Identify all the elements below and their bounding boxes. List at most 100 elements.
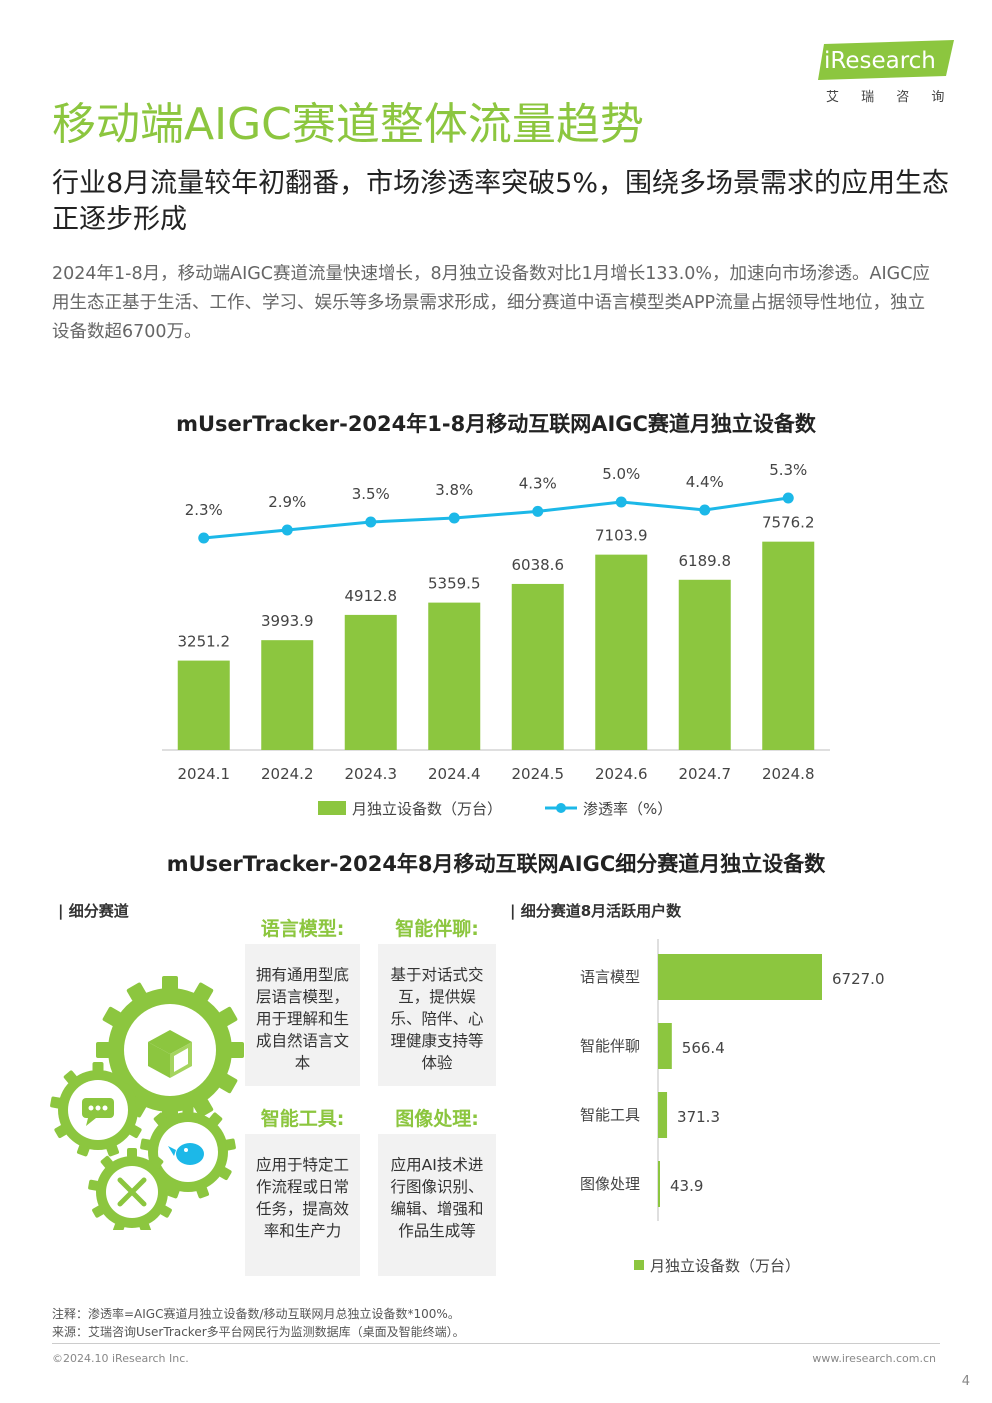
bar-value-label: 3251.2: [178, 633, 231, 651]
gear-tooth: [134, 1096, 146, 1109]
line-value-label: 3.5%: [352, 485, 390, 503]
chart2-title: mUserTracker-2024年8月移动互联网AIGC细分赛道月独立设备数: [166, 852, 826, 876]
line-value-label: 4.4%: [686, 473, 724, 491]
legend-swatch-line: [556, 803, 566, 813]
gear-tooth: [92, 1062, 104, 1072]
page-title: 移动端AIGC赛道整体流量趋势: [52, 99, 644, 150]
gear-tooth: [63, 1070, 77, 1084]
hbar: [658, 1023, 672, 1069]
gear-tooth: [106, 1144, 120, 1157]
bar: [678, 579, 731, 750]
segment-devices-chart: 语言模型 6727.0 智能伴聊 566.4 智能工具 371.3 图像处理 43.9 月独立设…: [580, 939, 885, 1275]
segment-tools-desc: 应用于特定工作流程或日常任务，提高效率和生产力: [245, 1134, 360, 1276]
logo-text: iResearch: [824, 48, 936, 74]
gear-tooth: [230, 1042, 244, 1058]
x-tick-label: 2024.7: [679, 765, 732, 783]
hbar-value-label: 6727.0: [832, 970, 885, 988]
monthly-devices-chart: 3251.2 2024.1 3993.9 2024.2 4912.8 2024.3 5359…: [162, 461, 830, 818]
gear-tooth: [102, 1006, 122, 1027]
gear-tooth: [127, 1148, 137, 1158]
segment-image-desc: 应用AI技术进行图像识别、编辑、增强和作品生成等: [378, 1134, 496, 1276]
bar2-label: | 细分赛道8月活跃用户数: [510, 902, 682, 920]
bar: [261, 640, 314, 750]
line-point: [448, 512, 460, 524]
hbar-value-label: 371.3: [677, 1108, 720, 1126]
legend-swatch-bar: [318, 801, 346, 815]
gear-tooth: [100, 1155, 114, 1169]
footer-copyright: ©2024.10 iResearch Inc.: [52, 1352, 189, 1365]
gear-tooth: [224, 1138, 236, 1151]
line-point: [532, 505, 544, 517]
x-tick-label: 2024.4: [428, 765, 481, 783]
x-tick-label: 2024.2: [261, 765, 314, 783]
footer-divider: [52, 1343, 940, 1344]
bar-value-label: 5359.5: [428, 575, 481, 593]
y-tick-label: 图像处理: [580, 1175, 640, 1193]
hbar-value-label: 43.9: [670, 1177, 703, 1195]
line-point: [198, 532, 210, 544]
segment-language-desc: 拥有通用型底层语言模型，用于理解和生成自然语言文本: [245, 944, 360, 1086]
hbar: [658, 1161, 660, 1207]
cube-icon: [148, 1030, 192, 1078]
penetration-line: [203, 496, 789, 540]
gear-tooth: [150, 1155, 164, 1169]
x-tick-label: 2024.8: [762, 765, 815, 783]
x-tick-label: 2024.3: [345, 765, 398, 783]
gears-graphic: [50, 976, 244, 1230]
bar-value-label: 7103.9: [595, 527, 648, 545]
segments-label: | 细分赛道: [58, 902, 129, 920]
gear-tooth: [196, 1186, 210, 1199]
gear-tooth: [193, 1098, 214, 1118]
gear-tooth: [54, 1124, 68, 1139]
x-tick-label: 2024.6: [595, 765, 648, 783]
iresearch-logo: iResearch: [818, 40, 954, 80]
line-value-label: 2.3%: [185, 501, 223, 519]
gear-tooth: [126, 982, 147, 1002]
line-value-label: 5.0%: [602, 465, 640, 483]
gear-tooth: [164, 1179, 176, 1191]
line-point: [281, 524, 293, 536]
gear-tooth: [218, 1073, 238, 1094]
line-value-label: 2.9%: [268, 493, 306, 511]
bar-value-label: 3993.9: [261, 612, 314, 630]
gear-tooth: [193, 982, 214, 1002]
legend-label: 月独立设备数（万台）: [650, 1257, 800, 1275]
chat-icon: [82, 1098, 114, 1126]
gear-tooth: [182, 1104, 194, 1114]
page-subtitle: 行业8月流量较年初翻番，市场渗透率突破5%，围绕多场景需求的应用生态正逐步形成: [52, 168, 950, 235]
line-point: [615, 496, 627, 508]
legend-swatch: [634, 1260, 644, 1270]
gear-tooth: [128, 1124, 142, 1139]
gear-tooth: [218, 1006, 238, 1027]
gear-tooth: [139, 1222, 152, 1230]
line-value-label: 3.8%: [435, 481, 473, 499]
segment-image-title: 图像处理:: [395, 1108, 479, 1130]
bar-value-label: 4912.8: [345, 587, 398, 605]
page-number: 4: [961, 1374, 970, 1389]
gear-tooth: [162, 976, 178, 990]
legend-label-bar: 月独立设备数（万台）: [352, 800, 502, 818]
bar-value-label: 6189.8: [679, 552, 732, 570]
page-intro: 2024年1-8月，移动端AIGC赛道流量快速增长，8月独立设备数对比1月增长1…: [52, 264, 930, 342]
gear-tooth: [140, 1138, 152, 1151]
gear-tooth: [119, 1070, 133, 1084]
line-point: [365, 516, 377, 528]
legend-label-line: 渗透率（%）: [583, 800, 672, 818]
tools-icon: [117, 1177, 147, 1207]
gear-tooth: [88, 1179, 100, 1191]
line-value-label: 4.3%: [519, 474, 557, 492]
gear-small-right: [140, 1104, 236, 1199]
segment-companion-desc: 基于对话式交互，提供娱乐、陪伴、心理健康支持等体验: [378, 944, 496, 1086]
gear-small-left: [50, 1062, 146, 1157]
gear-tooth: [50, 1096, 62, 1109]
bar: [511, 583, 564, 750]
logo-subtitle: 艾 瑞 咨 询: [826, 90, 954, 105]
gear-tooth: [209, 1112, 223, 1126]
gear-tooth: [112, 1222, 125, 1230]
gear-tooth: [92, 1205, 105, 1218]
bird-icon: [168, 1143, 204, 1165]
line-point: [699, 504, 711, 516]
note-text: 注释：渗透率=AIGC赛道月独立设备数/移动互联网月总独立设备数*100%。: [52, 1307, 460, 1321]
line-point: [782, 492, 794, 504]
gear-tooth: [218, 1166, 232, 1181]
